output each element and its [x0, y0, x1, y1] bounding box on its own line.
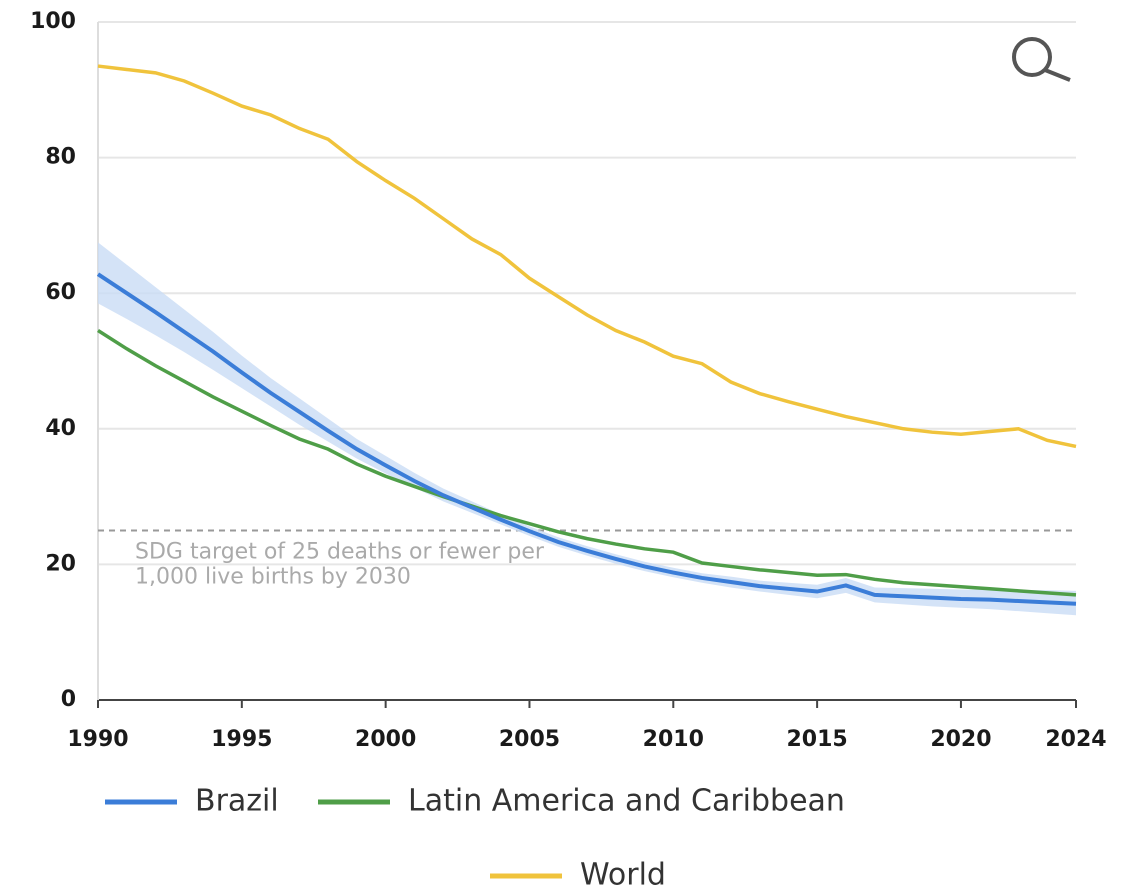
x-tick-label: 2010 [643, 727, 704, 752]
target-annotation: 1,000 live births by 2030 [135, 565, 411, 590]
y-tick-label: 80 [45, 145, 76, 170]
x-tick-label: 2024 [1045, 727, 1106, 752]
x-tick-label: 2020 [930, 727, 991, 752]
legend-label: Latin America and Caribbean [408, 784, 845, 819]
target-annotation: SDG target of 25 deaths or fewer per [135, 540, 545, 565]
x-tick-label: 1990 [67, 727, 128, 752]
y-tick-label: 60 [45, 280, 76, 305]
series-line [97, 64, 1077, 449]
y-tick-label: 100 [30, 9, 76, 34]
series-line [96, 272, 1077, 606]
x-tick-label: 2005 [499, 727, 560, 752]
zoom-icon[interactable] [1012, 37, 1071, 82]
legend-label: Brazil [195, 784, 279, 819]
x-tick-label: 2000 [355, 727, 416, 752]
series-line [97, 329, 1077, 597]
legend-label: World [580, 858, 666, 888]
y-tick-label: 40 [45, 416, 76, 441]
y-tick-label: 20 [45, 551, 76, 576]
x-tick-label: 2015 [787, 727, 848, 752]
y-tick-label: 0 [61, 687, 76, 712]
x-tick-label: 1995 [211, 727, 272, 752]
